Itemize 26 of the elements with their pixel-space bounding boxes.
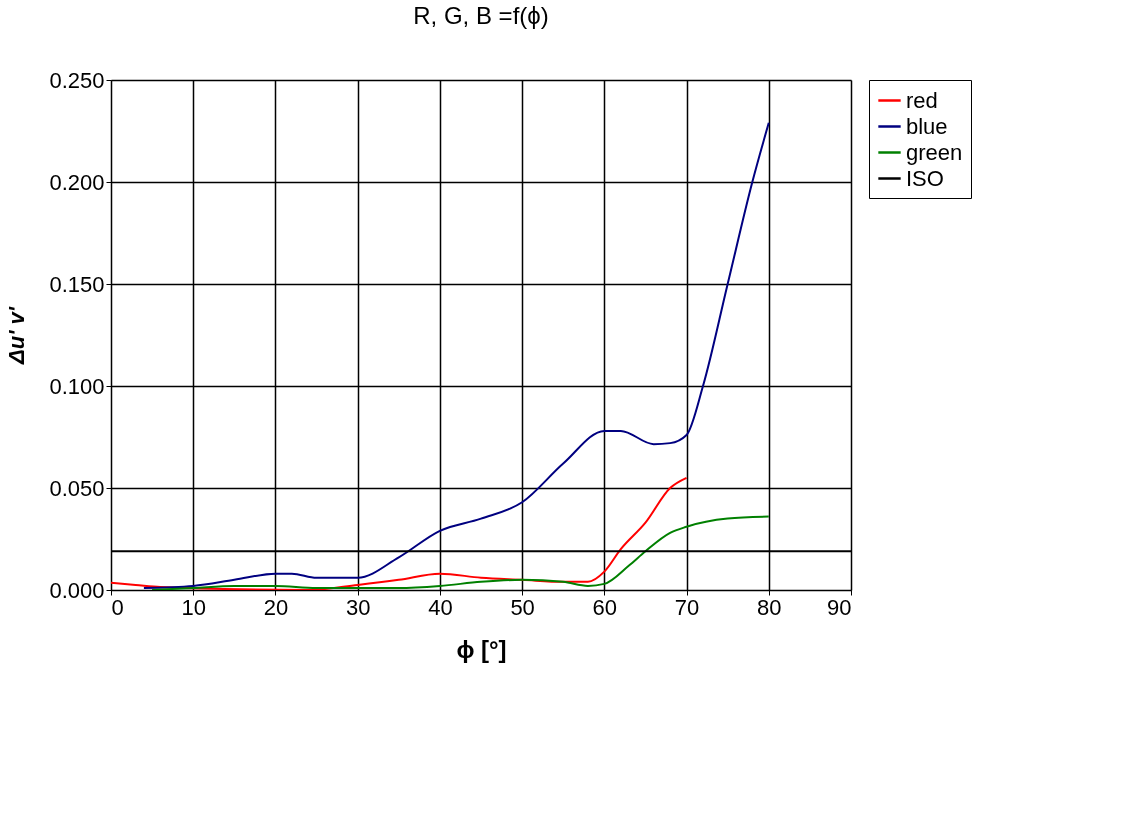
x-tick-label: 60	[592, 594, 618, 620]
x-tick-label: 50	[510, 594, 535, 620]
x-tick-label: 20	[263, 594, 289, 620]
x-tick-label: 80	[757, 594, 782, 620]
x-axis-title: ϕ [°]	[456, 635, 507, 663]
x-tick-label: 70	[674, 594, 700, 620]
x-tick-label: 90	[827, 594, 852, 620]
line-series	[111, 476, 688, 590]
line-series	[142, 121, 770, 589]
x-tick-label: 10	[181, 594, 206, 620]
line-series	[151, 515, 770, 590]
chart-title: R, G, B =f(ϕ)	[413, 2, 549, 29]
y-tick-label: 0.200	[49, 169, 105, 195]
legend-label: blue	[906, 113, 948, 139]
y-tick-label: 0.050	[49, 475, 105, 501]
x-tick-label: 40	[428, 594, 453, 620]
legend-label: ISO	[906, 165, 944, 191]
y-tick-label: 0.100	[49, 373, 105, 399]
y-tick-label: 0.000	[49, 577, 105, 603]
legend-label: red	[906, 87, 938, 113]
y-axis-title: Δu' v'	[4, 306, 30, 366]
y-tick-label: 0.150	[49, 271, 105, 297]
legend-label: green	[906, 139, 963, 165]
x-tick-label: 30	[345, 594, 371, 620]
x-tick-label: 0	[111, 594, 124, 620]
y-tick-label: 0.250	[49, 67, 105, 93]
